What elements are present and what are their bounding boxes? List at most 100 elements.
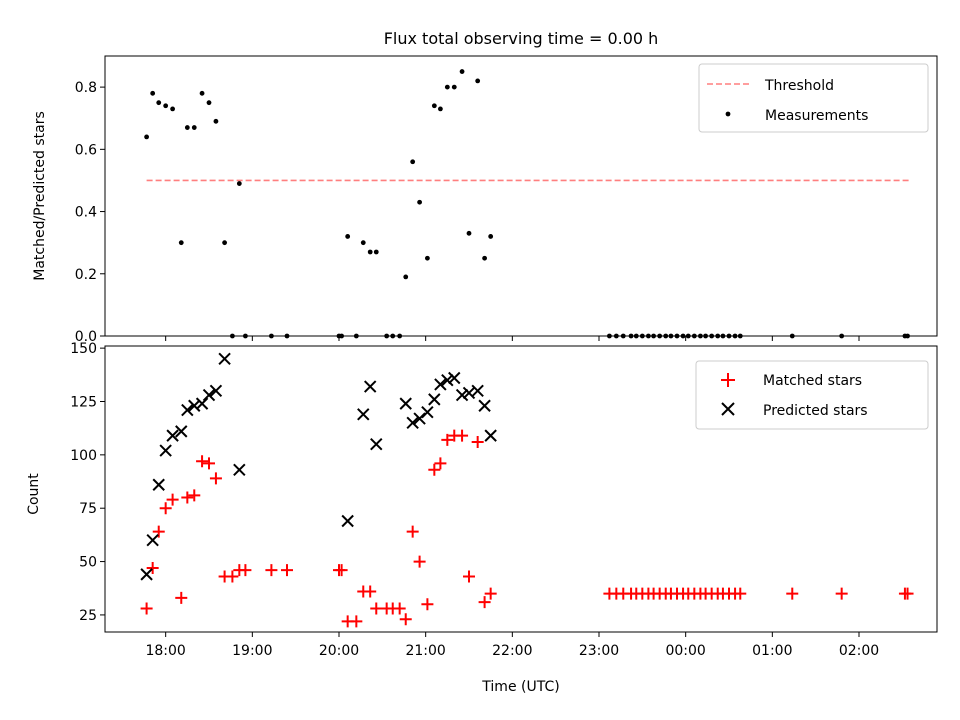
measurement-point (367, 249, 373, 255)
matched-star-point (152, 525, 165, 538)
measurement-point (206, 100, 212, 106)
x-tick-label: 01:00 (752, 643, 792, 659)
matched-star-point (265, 564, 278, 577)
matched-star-point (406, 525, 419, 538)
measurement-point (438, 106, 443, 112)
measurement-point (360, 240, 366, 246)
matched-star-point (463, 570, 475, 583)
x-tick-label: 18:00 (145, 643, 185, 659)
measurement-point (222, 240, 228, 246)
measurement-point (410, 159, 416, 165)
bottom-legend: Matched stars Predicted stars (695, 360, 929, 430)
measurement-point (184, 125, 190, 130)
measurement-point (213, 118, 219, 124)
matched-star-point (140, 602, 153, 615)
top-legend: Threshold Measurements (698, 63, 929, 133)
matched-star-point (421, 598, 434, 611)
predicted-star-point (357, 408, 370, 421)
matched-star-point (428, 463, 441, 476)
measurement-point (373, 249, 379, 255)
y-tick-label: 50 (79, 555, 97, 571)
predicted-star-point (146, 534, 159, 547)
predicted-star-point (448, 371, 461, 385)
measurement-point (345, 234, 351, 239)
predicted-star-point (406, 416, 419, 430)
measurement-point (475, 78, 481, 84)
measurement-point (482, 255, 487, 261)
bottom-legend-box (695, 360, 929, 430)
bottom-plot-area: 18:00 19:00 20:00 21:00 22:00 23:00 00:00 01:00… (70, 341, 938, 659)
y-tick-label: 0.0 (75, 329, 97, 345)
measurement-point (191, 125, 197, 130)
matched-star-point (281, 564, 293, 577)
predicted-star-point (441, 373, 454, 387)
predicted-star-point (181, 403, 194, 417)
predicted-star-point (218, 352, 231, 366)
matched-star-point (146, 561, 159, 574)
predicted-star-point (166, 429, 179, 442)
top-chart-title: Flux total observing time = 0.00 h (384, 29, 659, 48)
matched-star-point (239, 564, 252, 577)
x-tick-label: 23:00 (579, 643, 619, 659)
matched-star-point (159, 502, 172, 515)
x-tick-label: 19:00 (232, 643, 272, 659)
bottom-plot-frame (104, 345, 938, 633)
predicted-star-point (188, 399, 201, 412)
measurement-point (403, 274, 409, 280)
matched-star-point (399, 613, 412, 626)
measurement-point (156, 100, 162, 106)
y-tick-label: 0.4 (75, 205, 97, 221)
predicted-star-point (421, 405, 434, 419)
predicted-star-point (484, 429, 497, 442)
predicted-stars-points (140, 352, 497, 581)
predicted-star-point (428, 393, 441, 406)
top-x-ticks (165, 336, 860, 341)
matched-star-point (350, 615, 363, 628)
measurement-point (144, 134, 150, 140)
measurement-point (444, 84, 450, 90)
predicted-star-point (399, 397, 412, 410)
predicted-star-point (140, 568, 153, 581)
measurement-point (163, 103, 169, 109)
predicted-star-point (209, 384, 223, 398)
top-y-ticks: 0.0 0.2 0.4 0.6 0.8 (75, 80, 105, 345)
measurement-point (488, 234, 494, 239)
predicted-star-point (455, 388, 469, 402)
matched-legend-marker (721, 373, 735, 387)
matched-legend-label: Matched stars (763, 373, 862, 389)
matched-star-point (393, 602, 406, 615)
predicted-star-point (363, 380, 377, 393)
y-tick-label: 75 (79, 501, 97, 517)
matched-star-point (370, 602, 383, 615)
matched-star-point (226, 570, 239, 583)
top-y-axis-label: Matched/Predicted stars (32, 111, 48, 281)
y-tick-label: 100 (70, 448, 97, 464)
matched-star-point (175, 591, 188, 604)
matched-star-point (335, 564, 348, 577)
y-tick-label: 25 (79, 608, 97, 624)
matched-star-point (196, 455, 209, 468)
matched-star-point (203, 457, 215, 470)
top-plot-area: 0.0 0.2 0.4 0.6 0.8 (75, 55, 938, 345)
y-tick-label: 125 (70, 394, 97, 410)
measurement-point (236, 181, 242, 186)
top-plot-frame (104, 55, 938, 337)
x-tick-label: 02:00 (839, 643, 879, 659)
matched-star-point (188, 489, 201, 502)
matched-star-point (478, 596, 491, 609)
threshold-legend-label: Threshold (764, 78, 834, 94)
matched-star-point (364, 585, 377, 598)
predicted-star-point (159, 444, 172, 457)
matched-stars-points (140, 429, 914, 628)
x-tick-label: 00:00 (665, 643, 705, 659)
matched-star-point (901, 587, 914, 600)
y-tick-label: 0.8 (75, 80, 97, 96)
measurement-point (417, 199, 422, 205)
measurement-point (199, 90, 205, 96)
measurement-point (425, 255, 430, 261)
predicted-star-point (233, 463, 246, 476)
measurement-point (150, 90, 156, 96)
measurements-legend-label: Measurements (765, 108, 868, 124)
measurement-point (178, 240, 184, 246)
predicted-legend-label: Predicted stars (763, 403, 868, 419)
